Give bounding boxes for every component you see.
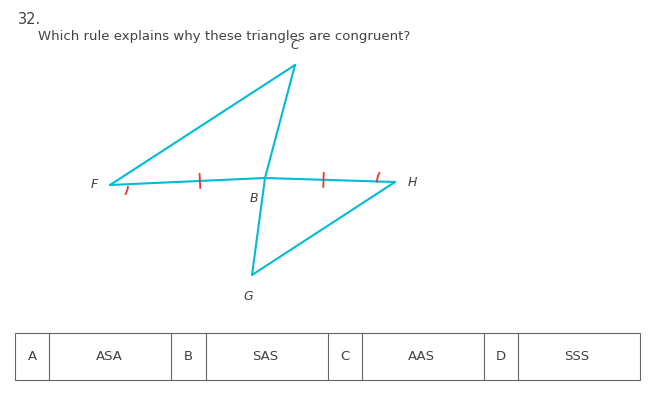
Text: H: H (408, 175, 417, 188)
Text: G: G (243, 290, 253, 303)
Text: Which rule explains why these triangles are congruent?: Which rule explains why these triangles … (38, 30, 411, 43)
Text: AAS: AAS (408, 350, 435, 363)
Text: A: A (28, 350, 37, 363)
Text: B: B (184, 350, 193, 363)
Text: F: F (91, 179, 98, 192)
Text: B: B (249, 192, 258, 205)
Text: C: C (340, 350, 349, 363)
Text: ASA: ASA (96, 350, 123, 363)
Text: D: D (496, 350, 506, 363)
Text: C: C (290, 39, 300, 52)
Bar (15, 333, 640, 380)
Text: 32.: 32. (18, 12, 41, 27)
Text: SAS: SAS (252, 350, 278, 363)
Text: SSS: SSS (564, 350, 589, 363)
